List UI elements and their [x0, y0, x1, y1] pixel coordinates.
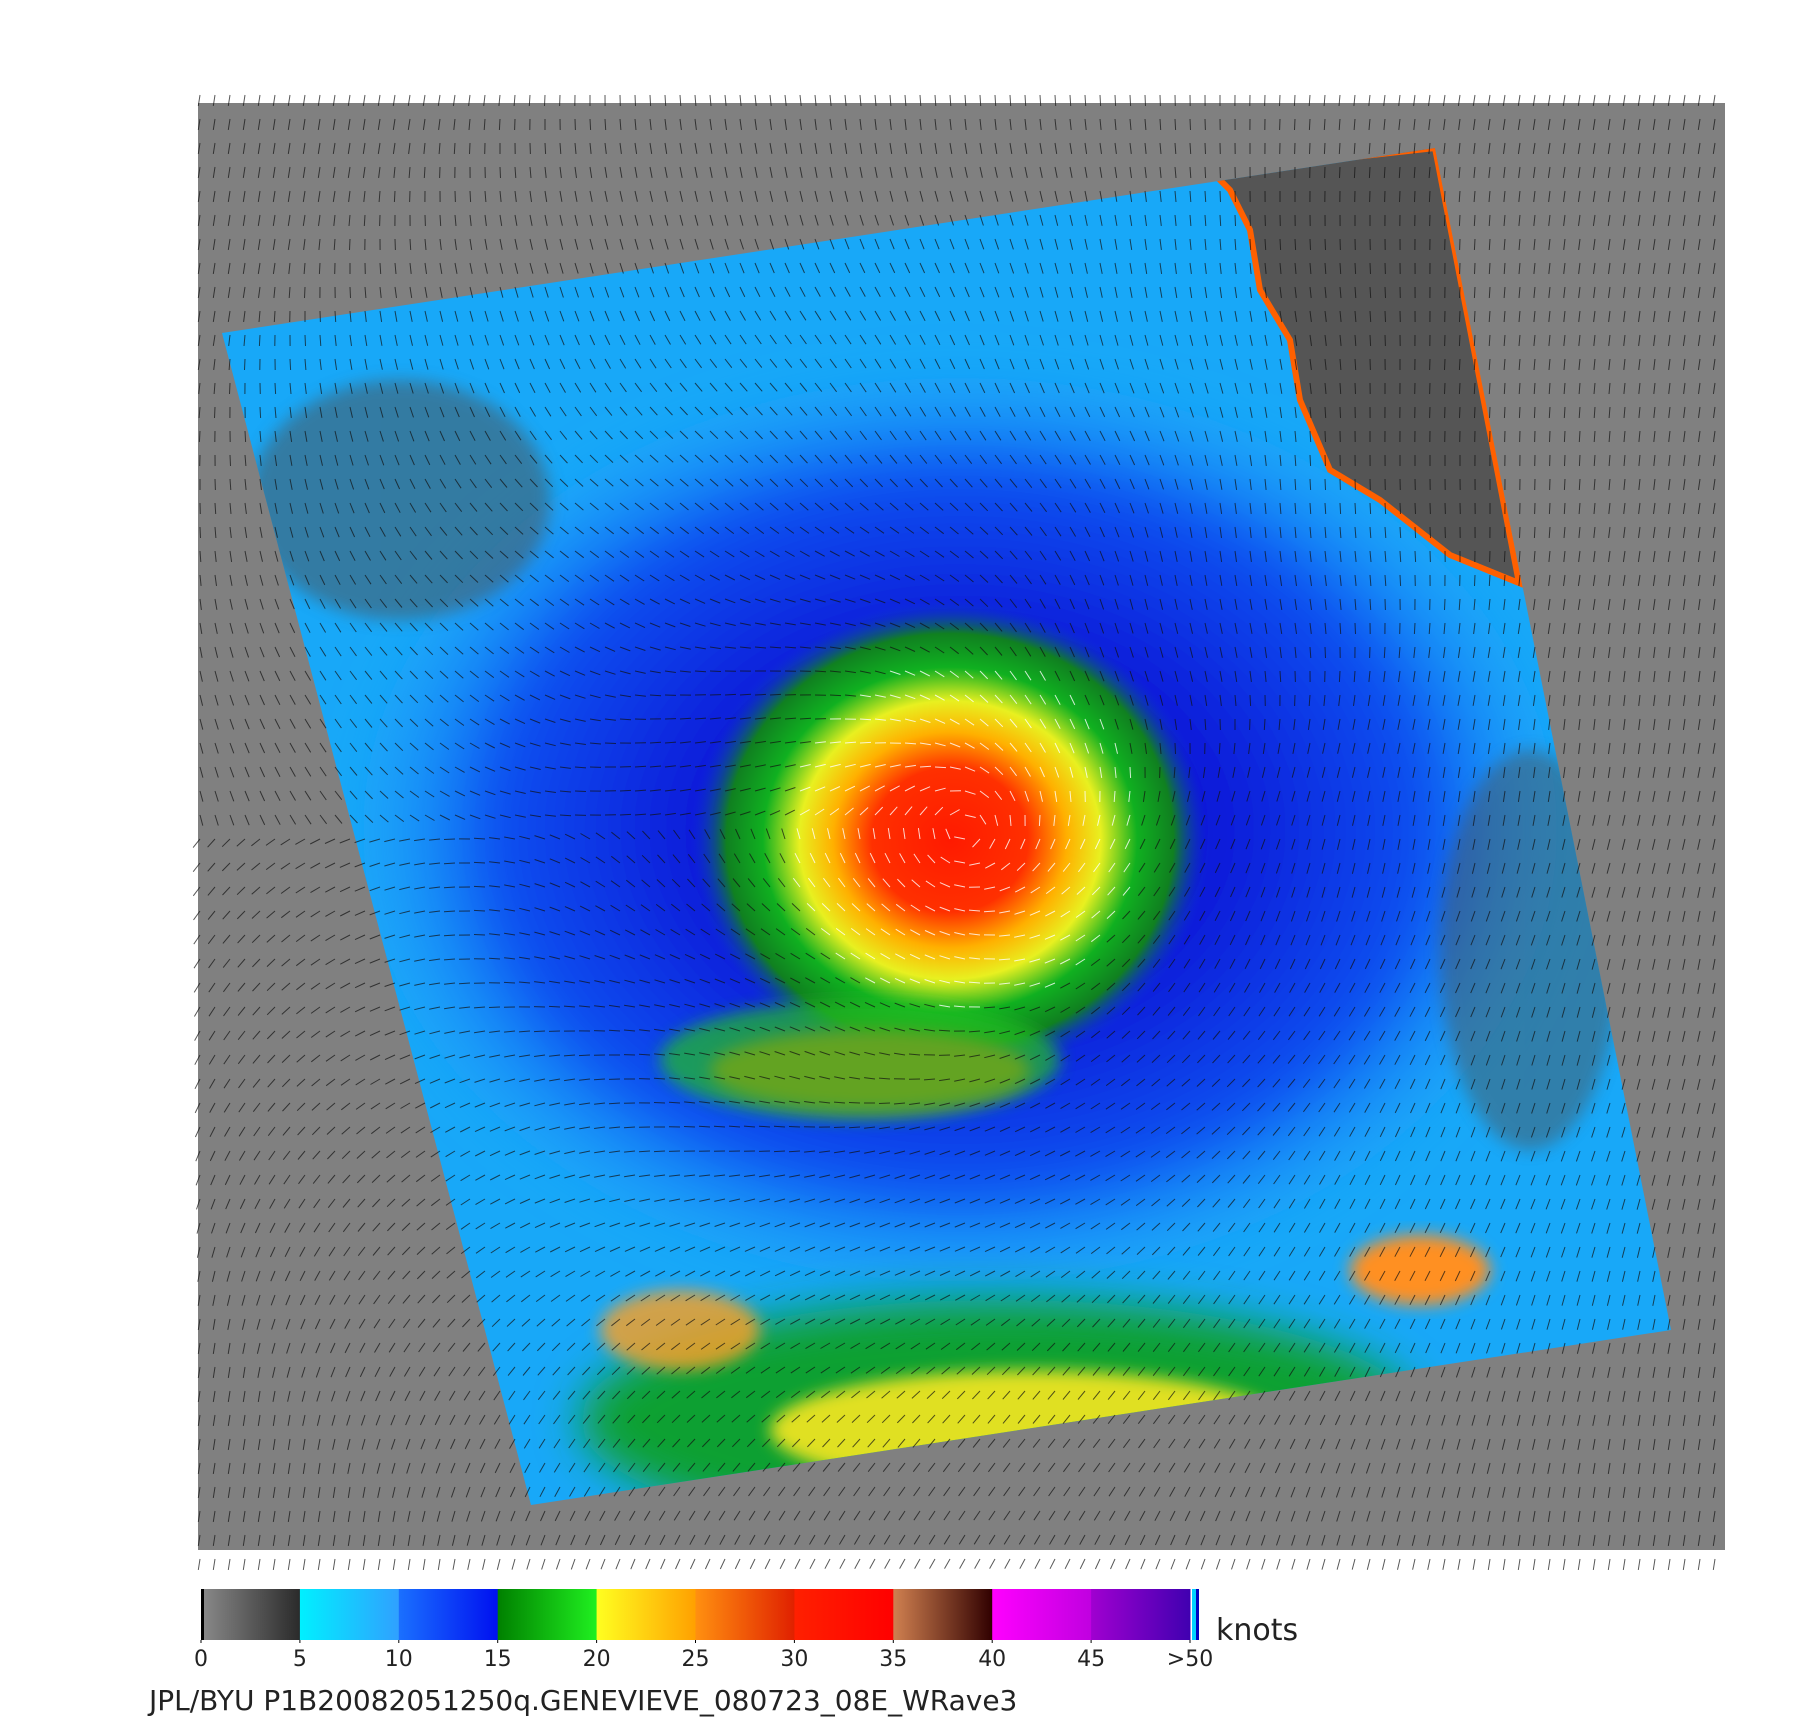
- caption: JPL/BYU P1B20082051250q.GENEVIEVE_080723…: [147, 1684, 1017, 1717]
- colorbar-segment: [299, 1589, 400, 1640]
- colorbar-tick-label: 30: [780, 1647, 808, 1672]
- colorbar-tick-label: 15: [484, 1647, 512, 1672]
- colorbar-tick-label: 35: [879, 1647, 907, 1672]
- colorbar-tick-label: 5: [293, 1647, 307, 1672]
- colorbar-segment: [398, 1589, 499, 1640]
- colorbar-segment: [201, 1589, 301, 1640]
- colorbar-tick-label: 25: [682, 1647, 710, 1672]
- colorbar-end: [1196, 1589, 1199, 1640]
- colorbar-border: [201, 1589, 204, 1640]
- colorbar-tick-label: 40: [978, 1647, 1006, 1672]
- colorbar-segment: [1091, 1589, 1191, 1640]
- colorbar-segment: [992, 1589, 1092, 1640]
- colorbar-segment: [794, 1589, 894, 1640]
- wind-barbs: [192, 94, 1716, 1570]
- colorbar-segment: [497, 1589, 598, 1640]
- wind-vectors: [192, 94, 1716, 1570]
- colorbar-segment: [695, 1589, 795, 1640]
- colorbar-tick-label: 20: [583, 1647, 611, 1672]
- colorbar-tick-label: 10: [385, 1647, 413, 1672]
- colorbar-segment: [893, 1589, 993, 1640]
- swath: [222, 148, 1671, 1505]
- colorbar-tick-label: 0: [194, 1647, 208, 1672]
- colorbar-unit: knots: [1216, 1613, 1298, 1648]
- wind-barbs-strong: [792, 670, 1132, 1008]
- colorbar-segment: [596, 1589, 696, 1640]
- colorbar-tick-label: >50: [1167, 1647, 1213, 1672]
- colorbar-end: [1192, 1589, 1196, 1640]
- colorbar: 0 5 10 15 20 25 30 35 40 45 >50: [194, 1589, 1213, 1672]
- colorbar-tick-label: 45: [1077, 1647, 1105, 1672]
